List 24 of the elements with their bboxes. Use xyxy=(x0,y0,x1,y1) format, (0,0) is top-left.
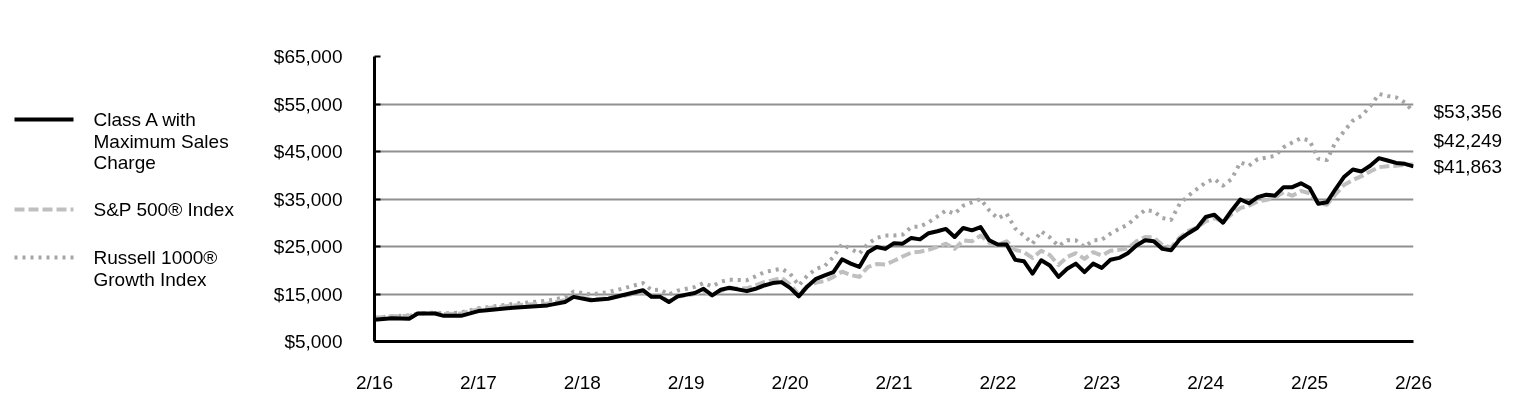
x-tick-label: 2/17 xyxy=(459,371,497,393)
y-tick-label: $45,000 xyxy=(273,141,343,162)
y-tick-label: $5,000 xyxy=(284,331,343,352)
legend-label: Russell 1000® Growth Index xyxy=(93,247,218,290)
y-tick-label: $25,000 xyxy=(273,236,343,257)
x-tick-label: 2/16 xyxy=(356,371,393,393)
y-tick-label: $15,000 xyxy=(273,283,343,305)
x-tick-label: 2/24 xyxy=(1187,371,1225,393)
x-tick-label: 2/23 xyxy=(1083,371,1121,393)
legend-label: S&P 500® Index xyxy=(93,199,235,220)
x-tick-label: 2/25 xyxy=(1291,371,1329,393)
y-tick-label: $35,000 xyxy=(273,188,343,210)
x-tick-label: 2/18 xyxy=(563,371,601,393)
data-label: $53,356 xyxy=(1433,101,1503,123)
x-tick-label: 2/26 xyxy=(1395,371,1432,393)
x-tick-label: 2/21 xyxy=(875,371,913,393)
data-label: $41,863 xyxy=(1433,155,1503,177)
data-label: $42,249 xyxy=(1433,129,1503,151)
x-tick-label: 2/22 xyxy=(979,371,1017,393)
y-tick-label: $65,000 xyxy=(273,46,343,67)
x-tick-label: 2/20 xyxy=(771,371,809,393)
x-tick-label: 2/19 xyxy=(667,371,705,393)
y-tick-label: $55,000 xyxy=(273,93,343,115)
legend-label: Class A with Maximum Sales Charge xyxy=(93,109,229,174)
